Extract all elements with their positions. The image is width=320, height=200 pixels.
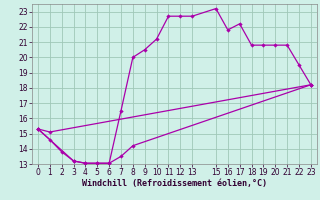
X-axis label: Windchill (Refroidissement éolien,°C): Windchill (Refroidissement éolien,°C) bbox=[82, 179, 267, 188]
